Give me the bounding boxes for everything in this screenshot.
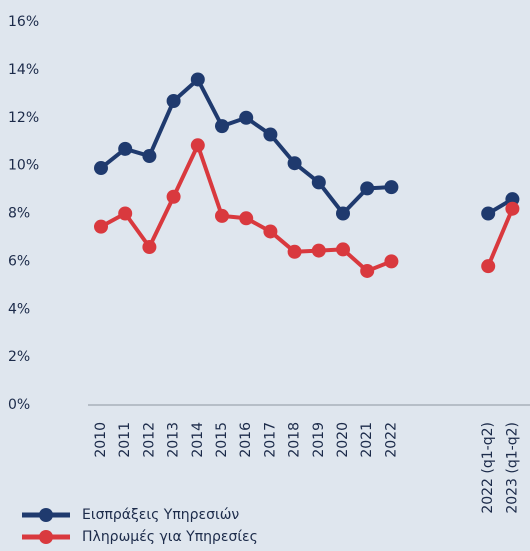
data-point <box>215 208 229 223</box>
data-point <box>118 206 133 221</box>
x-tick-label: 2012 <box>141 422 157 458</box>
series-line <box>99 77 514 216</box>
x-tick-label: 2021 <box>359 422 375 458</box>
legend-label: Πληρωμές για Υπηρεσίες <box>82 529 258 545</box>
data-point <box>190 138 205 153</box>
y-tick-label: 14% <box>8 62 39 78</box>
y-tick-label: 2% <box>8 349 30 365</box>
series-line <box>100 143 515 273</box>
x-tick-label: 2020 <box>335 422 351 458</box>
x-tick-label: 2010 <box>93 422 109 458</box>
data-point <box>505 201 520 216</box>
data-point <box>263 127 278 142</box>
data-point <box>384 180 399 195</box>
x-tick-label: 2019 <box>311 422 327 458</box>
x-tick-label: 2015 <box>214 422 230 458</box>
x-tick-label: 2013 <box>166 422 182 458</box>
y-tick-label: 8% <box>8 206 30 222</box>
data-point <box>336 206 350 221</box>
x-tick-label: 2014 <box>190 422 206 458</box>
data-point <box>287 244 302 259</box>
x-tick-label: 2022 (q1-q2) <box>480 422 496 514</box>
data-point <box>311 243 326 258</box>
x-tick-label: 2018 <box>287 422 303 458</box>
y-tick-label: 12% <box>8 110 39 126</box>
data-point <box>94 161 108 176</box>
y-tick-label: 10% <box>8 158 39 174</box>
y-tick-label: 16% <box>8 14 39 30</box>
data-point <box>142 240 157 255</box>
data-point <box>190 72 205 87</box>
data-point <box>384 254 399 269</box>
data-point <box>215 119 229 134</box>
data-point <box>142 149 157 164</box>
data-point <box>311 175 326 190</box>
data-point <box>94 219 108 234</box>
data-point <box>166 93 181 108</box>
data-point <box>336 242 350 257</box>
x-tick-label: 2011 <box>117 422 133 458</box>
legend-marker <box>39 508 53 522</box>
x-tick-label: 2022 <box>383 422 399 458</box>
data-point <box>287 156 302 171</box>
data-point <box>481 259 496 274</box>
y-tick-label: 6% <box>8 253 30 269</box>
data-point <box>360 181 375 196</box>
x-tick-label: 2017 <box>262 422 278 458</box>
legend-marker <box>39 530 53 544</box>
data-point <box>360 263 375 278</box>
data-point <box>481 206 496 221</box>
legend-label: Εισπράξεις Υπηρεσιών <box>82 507 239 523</box>
y-tick-label: 4% <box>8 301 30 317</box>
y-tick-label: 0% <box>8 397 30 413</box>
x-tick-label: 2023 (q1-q2) <box>504 422 520 514</box>
data-point <box>239 211 254 226</box>
data-point <box>118 141 133 156</box>
data-point <box>239 110 254 125</box>
data-point <box>166 189 181 204</box>
x-tick-label: 2016 <box>238 422 254 458</box>
data-point <box>505 192 520 207</box>
data-point <box>263 224 278 239</box>
